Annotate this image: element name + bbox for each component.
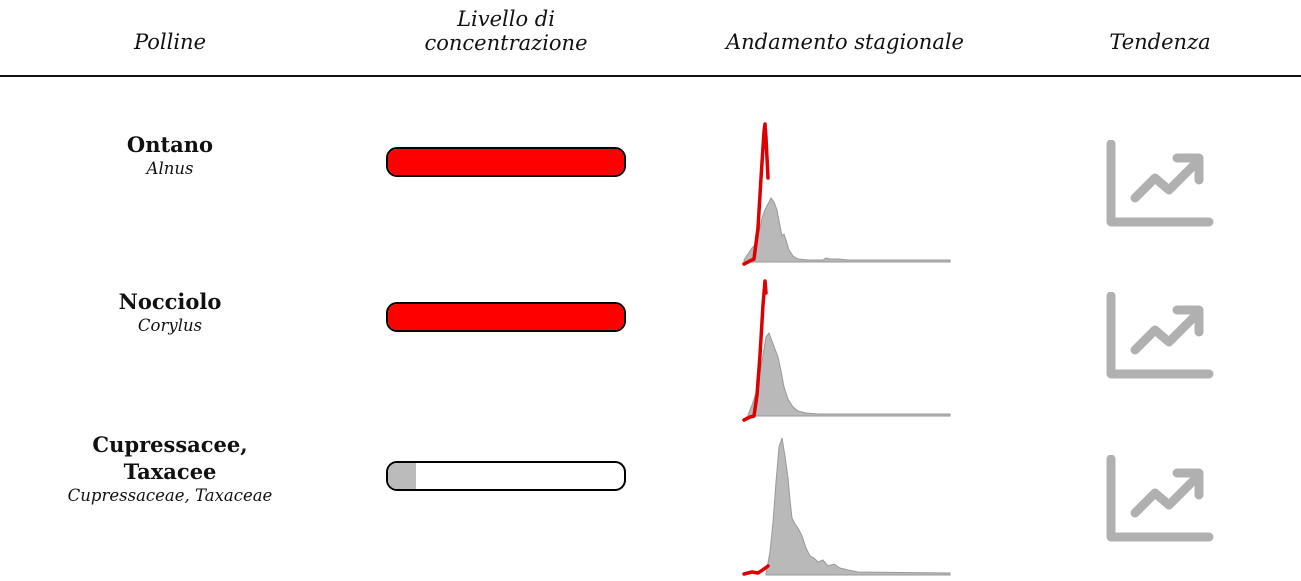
pollen-latin-name: Corylus bbox=[137, 316, 203, 335]
pollen-common-name: Ontano bbox=[126, 132, 214, 157]
pollen-common-name: Nocciolo bbox=[118, 289, 222, 314]
header-level-line2: concentrazione bbox=[424, 31, 588, 55]
concentration-bar bbox=[386, 461, 626, 491]
header-seasonal-trend: Andamento stagionale bbox=[725, 30, 964, 54]
current-season-line bbox=[742, 122, 770, 266]
pollen-common-name: Cupressacee, bbox=[92, 432, 248, 457]
concentration-bar bbox=[386, 302, 626, 332]
trending-up-icon bbox=[1106, 140, 1214, 227]
historical-season-area bbox=[765, 437, 951, 576]
header-level-line1: Livello di bbox=[457, 7, 555, 31]
concentration-bar-fill bbox=[388, 149, 624, 175]
trending-up-icon bbox=[1106, 455, 1214, 542]
concentration-bar-fill bbox=[388, 463, 417, 489]
pollen-latin-name: Alnus bbox=[146, 159, 194, 178]
header-rule bbox=[0, 75, 1301, 77]
historical-season-area bbox=[743, 197, 951, 263]
concentration-bar bbox=[386, 147, 626, 177]
header-pollen: Polline bbox=[133, 30, 207, 54]
concentration-bar-fill bbox=[388, 304, 624, 330]
seasonal-sparkline bbox=[742, 437, 951, 576]
pollen-name: Nocciolo Corylus bbox=[40, 288, 300, 337]
pollen-common-name-line2: Taxacee bbox=[123, 459, 217, 484]
historical-season-area bbox=[747, 331, 951, 417]
pollen-name: Ontano Alnus bbox=[40, 131, 300, 180]
pollen-name: Cupressacee, Taxacee Cupressaceae, Taxac… bbox=[40, 431, 300, 507]
trending-up-icon bbox=[1106, 292, 1214, 379]
current-season-line bbox=[742, 279, 768, 422]
table-header: Polline Livello di concentrazione Andame… bbox=[0, 0, 1301, 75]
seasonal-sparkline bbox=[742, 279, 951, 422]
header-trend: Tendenza bbox=[1109, 30, 1211, 54]
header-concentration-level: Livello di concentrazione bbox=[396, 7, 616, 55]
current-season-line bbox=[742, 564, 770, 576]
seasonal-sparkline bbox=[742, 122, 951, 266]
pollen-latin-name: Cupressaceae, Taxaceae bbox=[67, 486, 273, 505]
